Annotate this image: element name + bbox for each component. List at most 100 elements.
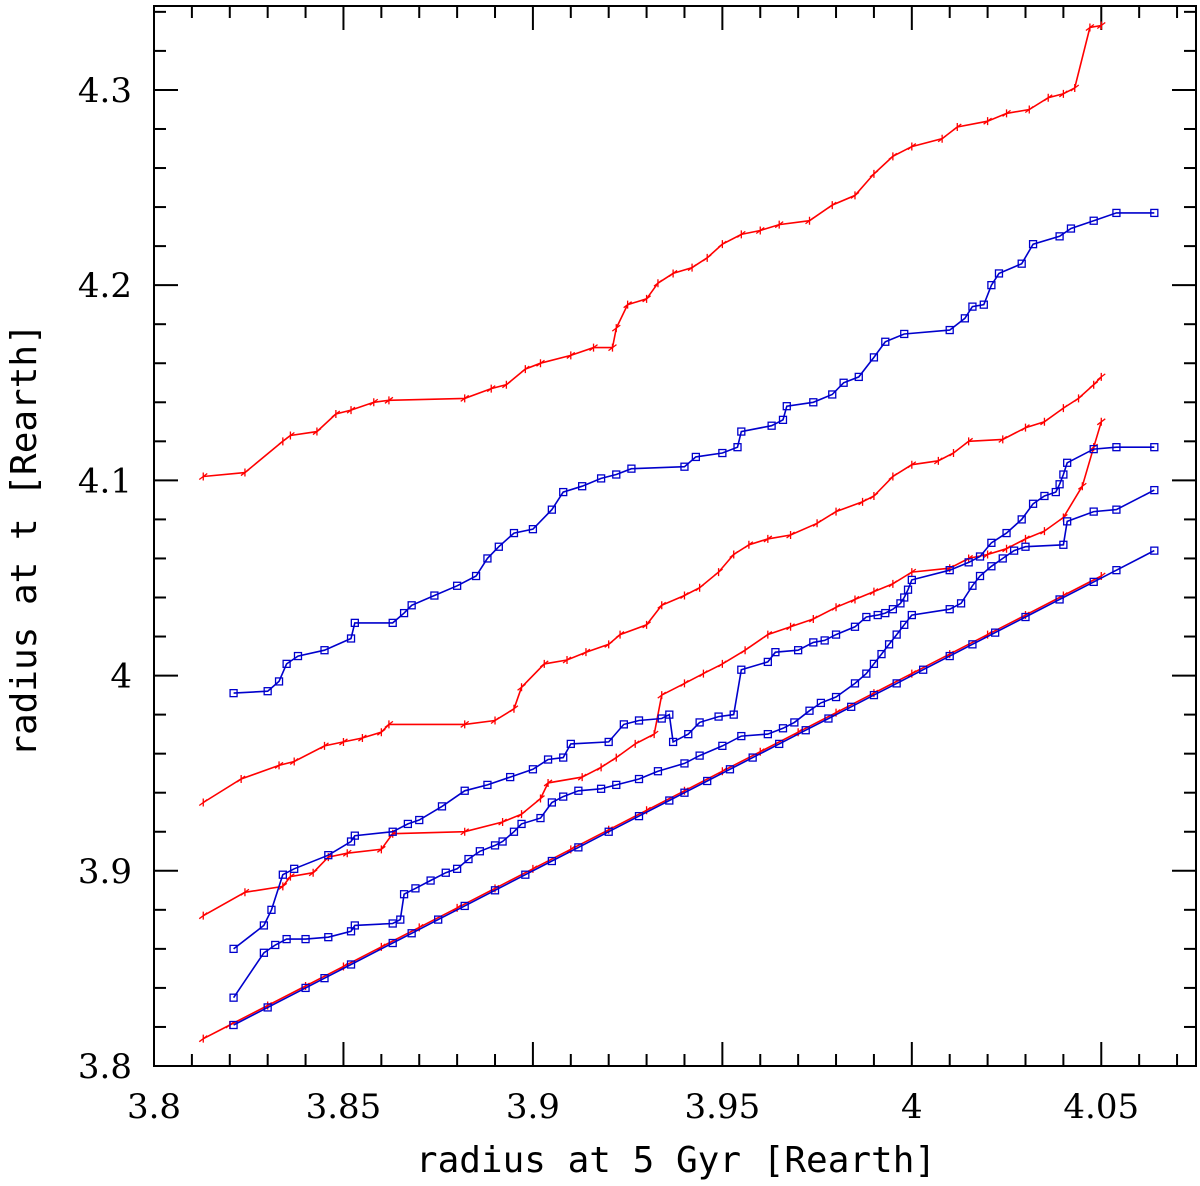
- data-point: [437, 802, 447, 811]
- data-point: [945, 325, 954, 335]
- data-point: [717, 659, 727, 668]
- data-point: [229, 993, 238, 1002]
- data-point: [812, 519, 822, 528]
- x-tick-label: 3.95: [685, 1087, 761, 1127]
- data-point: [396, 915, 405, 924]
- data-point: [1150, 443, 1159, 452]
- data-point: [695, 718, 704, 727]
- data-point: [1055, 595, 1064, 604]
- data-point: [949, 449, 958, 458]
- data-point: [543, 755, 553, 764]
- data-point: [581, 648, 591, 657]
- data-point: [1150, 208, 1159, 218]
- data-point: [907, 142, 917, 151]
- data-point: [547, 505, 557, 514]
- x-tick-label: 3.9: [506, 1087, 560, 1127]
- data-point: [983, 117, 992, 126]
- data-point: [286, 872, 295, 881]
- data-point: [1055, 232, 1064, 241]
- data-point: [376, 728, 386, 737]
- x-tick-label: 3.8: [127, 1087, 181, 1127]
- data-point: [869, 353, 879, 362]
- data-point: [240, 468, 250, 477]
- data-point: [376, 845, 386, 854]
- data-point: [619, 720, 628, 729]
- data-point: [566, 739, 575, 749]
- data-point: [1066, 224, 1076, 233]
- data-point: [737, 731, 746, 741]
- data-point: [1043, 93, 1053, 102]
- data-point: [827, 201, 837, 210]
- data-point: [767, 421, 776, 430]
- data-point: [933, 456, 943, 465]
- data-point: [407, 601, 416, 610]
- data-point: [415, 815, 424, 825]
- data-point: [952, 123, 962, 132]
- data-point: [805, 216, 814, 225]
- data-point: [718, 741, 727, 751]
- data-point: [755, 226, 765, 235]
- data-point: [312, 427, 322, 436]
- data-point: [320, 741, 329, 750]
- data-point: [900, 593, 909, 602]
- data-point: [1089, 216, 1098, 225]
- data-point: [680, 759, 689, 768]
- data-point: [282, 659, 291, 669]
- data-point: [1059, 470, 1068, 479]
- data-point: [1002, 528, 1011, 538]
- data-point: [460, 394, 470, 403]
- data-point: [198, 1034, 208, 1043]
- data-point: [407, 929, 416, 938]
- data-point: [680, 788, 689, 797]
- y-tick-label: 4: [110, 657, 132, 697]
- data-point: [665, 796, 674, 805]
- data-point: [464, 854, 473, 864]
- data-point: [956, 599, 966, 608]
- data-point: [869, 587, 879, 596]
- series-blue-base: [229, 546, 1159, 1030]
- data-point: [388, 938, 397, 948]
- data-point: [900, 620, 909, 629]
- data-point: [1009, 546, 1019, 555]
- data-point: [384, 396, 394, 405]
- series-blue-mid: [229, 443, 1159, 954]
- data-point: [748, 753, 757, 762]
- data-point: [1024, 105, 1034, 114]
- data-point: [1089, 380, 1099, 389]
- data-point: [339, 737, 348, 746]
- data-point: [839, 378, 848, 387]
- data-point: [968, 581, 977, 590]
- data-point: [1096, 372, 1106, 381]
- data-point: [964, 437, 974, 446]
- x-tick-label: 4: [901, 1087, 923, 1127]
- data-point: [657, 601, 667, 610]
- data-point: [714, 568, 723, 577]
- data-point: [1002, 544, 1011, 553]
- data-point: [1051, 487, 1060, 497]
- data-point: [892, 630, 901, 639]
- data-point: [702, 253, 712, 262]
- data-point: [536, 359, 545, 368]
- data-point: [1074, 394, 1083, 403]
- data-point: [998, 435, 1008, 444]
- data-point: [1017, 259, 1026, 268]
- data-point: [596, 474, 606, 483]
- data-point: [816, 698, 826, 708]
- data-point: [1089, 507, 1098, 516]
- data-point: [717, 240, 727, 249]
- data-point: [945, 651, 954, 661]
- data-point: [483, 554, 492, 563]
- data-point: [858, 497, 867, 506]
- data-point: [828, 390, 837, 399]
- data-point: [559, 487, 568, 497]
- data-point: [729, 550, 739, 559]
- data-point: [831, 603, 841, 612]
- data-point: [763, 657, 772, 667]
- data-point: [324, 851, 333, 860]
- data-point: [350, 618, 359, 628]
- data-point: [786, 622, 795, 631]
- data-point: [517, 819, 526, 829]
- data-point: [324, 933, 333, 942]
- data-point: [975, 571, 985, 581]
